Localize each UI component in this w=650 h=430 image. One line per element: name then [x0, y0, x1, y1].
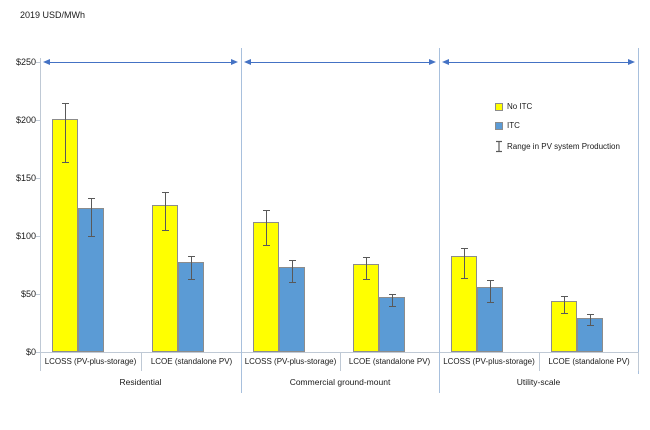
- error-bar-cap: [188, 256, 195, 257]
- y-tick-mark: [36, 120, 40, 121]
- legend-item-itc: ITC: [495, 121, 620, 130]
- error-bar-cap: [461, 278, 468, 279]
- category-separator: [141, 352, 142, 371]
- range-arrow-right-head: [628, 59, 635, 65]
- y-tick-mark: [36, 294, 40, 295]
- range-arrow-line: [250, 62, 430, 63]
- error-bar-cap: [188, 279, 195, 280]
- error-bar: [392, 294, 393, 306]
- y-tick-label: $250: [15, 57, 36, 67]
- error-bar-cap: [561, 313, 568, 314]
- panel-divider: [241, 48, 242, 393]
- error-bar-cap: [263, 210, 270, 211]
- error-bar: [366, 257, 367, 279]
- y-axis-line: [40, 58, 41, 352]
- error-bar: [91, 198, 92, 236]
- panel-divider: [439, 48, 440, 393]
- range-arrow-line: [448, 62, 629, 63]
- error-bar-cap: [363, 257, 370, 258]
- error-bar: [191, 256, 192, 279]
- error-bar-cap: [162, 192, 169, 193]
- range-arrow-line: [49, 62, 232, 63]
- error-bar: [65, 103, 66, 162]
- legend: No ITC ITC Range in PV system Production: [495, 102, 620, 153]
- plot-right-border: [638, 48, 639, 374]
- category-label: LCOSS (PV-plus-storage): [44, 357, 137, 366]
- range-arrow-left-head: [442, 59, 449, 65]
- y-tick-mark: [36, 178, 40, 179]
- legend-label: No ITC: [507, 102, 533, 111]
- error-bar: [266, 210, 267, 245]
- error-bar: [590, 314, 591, 325]
- range-arrow-right-head: [429, 59, 436, 65]
- group-label: Utility-scale: [516, 377, 561, 387]
- group-label: Commercial ground-mount: [289, 377, 391, 387]
- x-axis-line: [40, 352, 638, 353]
- category-separator: [638, 352, 639, 371]
- error-bar-cap: [162, 230, 169, 231]
- error-bar-cap: [88, 198, 95, 199]
- error-bar: [564, 296, 565, 313]
- y-tick-label: $100: [15, 231, 36, 241]
- range-arrow-left-head: [244, 59, 251, 65]
- error-bar: [464, 248, 465, 278]
- error-bar-cap: [389, 306, 396, 307]
- itc-swatch-icon: [495, 121, 503, 130]
- error-bar-cap: [561, 296, 568, 297]
- legend-item-range: Range in PV system Production: [495, 140, 620, 153]
- y-tick-label: $50: [20, 289, 36, 299]
- error-bar: [165, 192, 166, 230]
- error-bar-cap: [363, 279, 370, 280]
- category-separator: [340, 352, 341, 371]
- error-bar: [490, 280, 491, 302]
- error-bar-cap: [62, 103, 69, 104]
- category-separator: [40, 352, 41, 371]
- range-arrow-right-head: [231, 59, 238, 65]
- y-tick-label: $0: [25, 347, 36, 357]
- error-bar-icon: [496, 140, 502, 153]
- error-bar-cap: [587, 314, 594, 315]
- category-label: LCOE (standalone PV): [150, 357, 233, 366]
- category-label: LCOE (standalone PV): [348, 357, 431, 366]
- chart-title: 2019 USD/MWh: [20, 10, 86, 20]
- category-label: LCOSS (PV-plus-storage): [443, 357, 535, 366]
- error-bar-cap: [289, 282, 296, 283]
- y-tick-label: $200: [15, 115, 36, 125]
- legend-label: ITC: [507, 121, 520, 130]
- category-separator: [539, 352, 540, 371]
- error-bar-cap: [487, 280, 494, 281]
- bar-itc: [178, 262, 204, 352]
- error-bar-cap: [289, 260, 296, 261]
- group-label: Residential: [119, 377, 162, 387]
- error-bar-cap: [62, 162, 69, 163]
- error-bar-cap: [263, 245, 270, 246]
- legend-item-no-itc: No ITC: [495, 102, 620, 111]
- y-tick-mark: [36, 236, 40, 237]
- error-bar-cap: [461, 248, 468, 249]
- error-bar-cap: [88, 236, 95, 237]
- y-tick-label: $150: [15, 173, 36, 183]
- y-tick-mark: [36, 62, 40, 63]
- category-label: LCOE (standalone PV): [548, 357, 630, 366]
- no-itc-swatch-icon: [495, 102, 503, 111]
- error-bar-cap: [487, 302, 494, 303]
- legend-label: Range in PV system Production: [507, 142, 620, 151]
- error-bar: [292, 260, 293, 282]
- error-bar-cap: [587, 325, 594, 326]
- y-tick-mark: [36, 352, 40, 353]
- category-label: LCOSS (PV-plus-storage): [244, 357, 337, 366]
- range-arrow-left-head: [43, 59, 50, 65]
- error-bar-cap: [389, 294, 396, 295]
- bar-itc: [279, 267, 305, 352]
